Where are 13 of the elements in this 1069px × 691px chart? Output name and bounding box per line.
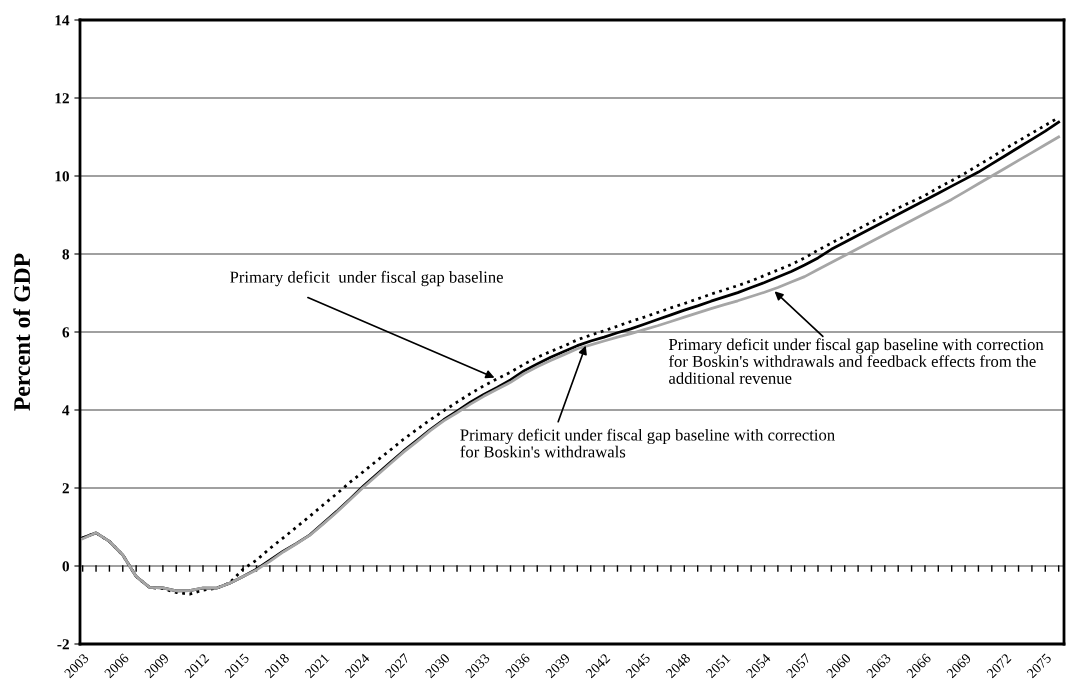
y-tick-label: 8	[62, 249, 70, 260]
y-tick-label: 6	[62, 327, 70, 338]
annotation: Primary deficit under fiscal gap baseline	[230, 270, 503, 287]
y-tick-label: 2	[62, 483, 69, 494]
y-tick-label: 10	[55, 171, 69, 182]
y-tick-label: 14	[55, 15, 70, 26]
y-tick-label: 4	[62, 405, 70, 416]
annotation: Primary deficit under fiscal gap baseline with correction for Boskin's withdrawals	[460, 428, 835, 458]
y-axis-title: Percent of GDP	[13, 253, 31, 411]
annotation: Primary deficit under fiscal gap baseline with correction for Boskin's withdrawals and feedback effects from the additional revenue	[668, 338, 1044, 384]
y-tick-label: 12	[55, 93, 69, 104]
y-tick-label: 0	[62, 561, 69, 572]
y-tick-label: -2	[57, 639, 69, 650]
